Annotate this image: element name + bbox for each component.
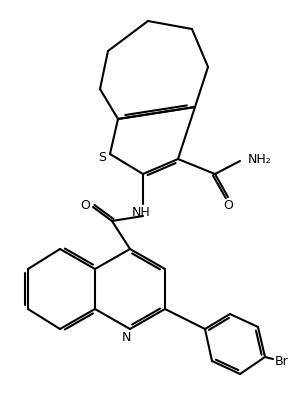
Text: O: O	[80, 199, 90, 212]
Text: NH₂: NH₂	[248, 153, 272, 166]
Text: NH: NH	[132, 206, 150, 219]
Text: O: O	[223, 199, 233, 212]
Text: Br: Br	[275, 354, 289, 368]
Text: N: N	[121, 331, 131, 344]
Text: S: S	[98, 151, 106, 164]
